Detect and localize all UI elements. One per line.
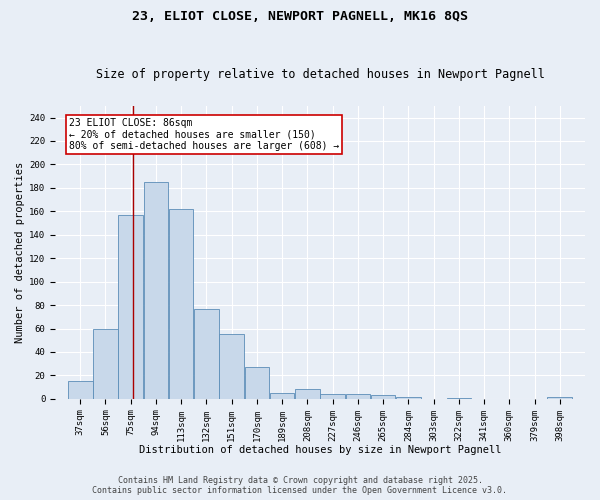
Bar xyxy=(446,398,471,399)
Bar xyxy=(295,390,320,399)
Bar xyxy=(371,396,395,399)
Bar xyxy=(143,182,168,399)
Bar xyxy=(245,367,269,399)
X-axis label: Distribution of detached houses by size in Newport Pagnell: Distribution of detached houses by size … xyxy=(139,445,501,455)
Bar xyxy=(547,396,572,399)
Bar xyxy=(118,215,143,399)
Bar xyxy=(270,393,295,399)
Bar xyxy=(169,209,193,399)
Y-axis label: Number of detached properties: Number of detached properties xyxy=(15,162,25,343)
Bar xyxy=(68,382,92,399)
Bar xyxy=(194,308,219,399)
Bar xyxy=(93,328,118,399)
Bar xyxy=(320,394,345,399)
Text: Contains HM Land Registry data © Crown copyright and database right 2025.
Contai: Contains HM Land Registry data © Crown c… xyxy=(92,476,508,495)
Title: Size of property relative to detached houses in Newport Pagnell: Size of property relative to detached ho… xyxy=(95,68,544,81)
Bar xyxy=(396,396,421,399)
Text: 23 ELIOT CLOSE: 86sqm
← 20% of detached houses are smaller (150)
80% of semi-det: 23 ELIOT CLOSE: 86sqm ← 20% of detached … xyxy=(69,118,339,150)
Bar xyxy=(220,334,244,399)
Text: 23, ELIOT CLOSE, NEWPORT PAGNELL, MK16 8QS: 23, ELIOT CLOSE, NEWPORT PAGNELL, MK16 8… xyxy=(132,10,468,23)
Bar xyxy=(346,394,370,399)
